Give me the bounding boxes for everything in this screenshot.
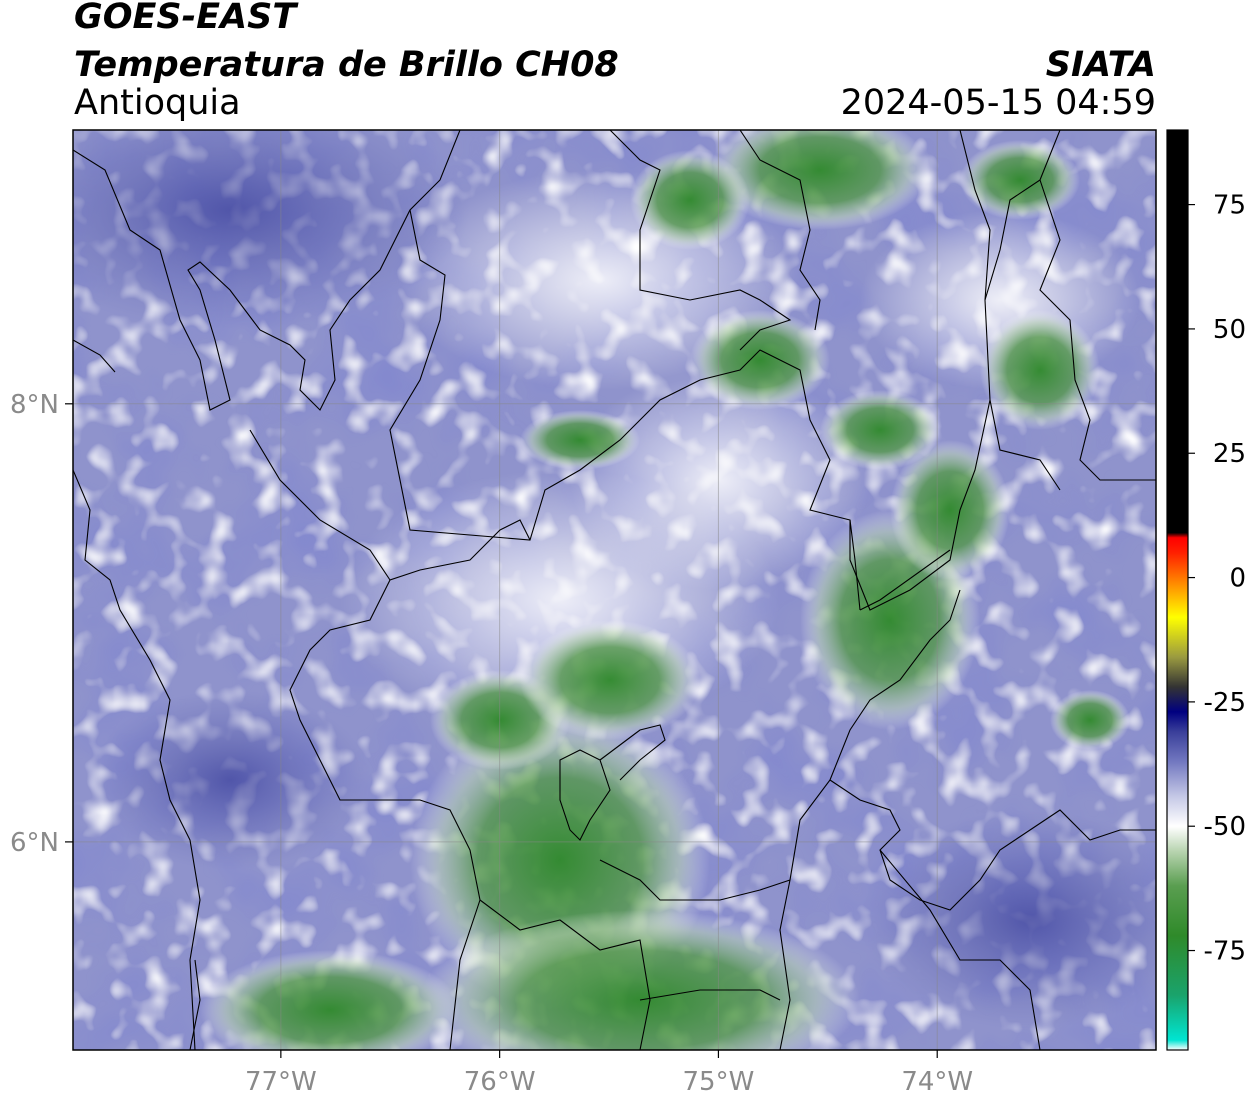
colorbar-tick-label-5: -50 <box>1204 812 1246 842</box>
border-lower-west <box>189 959 201 1050</box>
latitude-ticks: 8°N 6°N <box>10 390 73 858</box>
colorbar-tick-label-2: 25 <box>1213 439 1246 469</box>
colorbar-tick-label-1: 50 <box>1213 315 1246 345</box>
coastline-west <box>73 339 116 373</box>
colorbar-tick-label-0: 75 <box>1213 191 1246 221</box>
border-santander <box>859 549 951 611</box>
border-caldas-2 <box>639 989 781 1001</box>
colorbar-ticks: 75 50 25 0 -25 -50 -75 <box>1188 191 1246 967</box>
border-west <box>73 469 201 1050</box>
river-atrato <box>249 429 391 581</box>
border-caldas <box>479 899 651 1050</box>
antioquia-border <box>389 130 1061 611</box>
valle-aburra <box>559 749 611 841</box>
lon-tick-label-1: 76°W <box>464 1067 536 1097</box>
border-far-east <box>1039 179 1156 481</box>
satellite-title: GOES-EAST <box>74 0 297 37</box>
colorbar-tick-label-4: -25 <box>1204 688 1246 718</box>
lon-tick-label-0: 77°W <box>245 1067 317 1097</box>
colorbar-tick-label-3: 0 <box>1229 564 1246 594</box>
border-south-mid <box>599 859 791 901</box>
border-ne-dept <box>959 130 991 301</box>
border-ne-inner <box>849 519 861 611</box>
lon-tick-label-2: 75°W <box>683 1067 755 1097</box>
border-magdalena <box>989 399 1061 491</box>
lat-tick-label-0: 8°N <box>10 390 59 420</box>
border-south-east <box>829 779 1156 911</box>
administrative-borders <box>73 130 1156 1050</box>
product-title: Temperatura de Brillo CH08 <box>74 45 619 85</box>
graticule <box>73 130 1156 1050</box>
region-subtitle: Antioquia <box>74 83 241 123</box>
datetime-label: 2024-05-15 04:59 <box>840 83 1156 123</box>
temperature-field <box>73 130 1156 1050</box>
map-frame <box>72 129 1157 1051</box>
border-upper <box>739 130 821 331</box>
longitude-ticks: 77°W 76°W 75°W 74°W <box>245 1050 973 1097</box>
border-boyaca <box>879 849 1041 1050</box>
lat-tick-label-1: 6°N <box>10 828 59 858</box>
coastline <box>73 130 461 411</box>
valle-aburra-2 <box>599 724 666 781</box>
border-north-east <box>609 130 792 351</box>
lon-tick-label-3: 74°W <box>901 1067 973 1097</box>
source-label: SIATA <box>1045 45 1156 85</box>
antioquia-border-south <box>289 519 531 1050</box>
colorbar <box>1166 129 1189 1051</box>
colorbar-tick-label-6: -75 <box>1204 937 1246 967</box>
antioquia-border-east <box>779 589 961 1050</box>
